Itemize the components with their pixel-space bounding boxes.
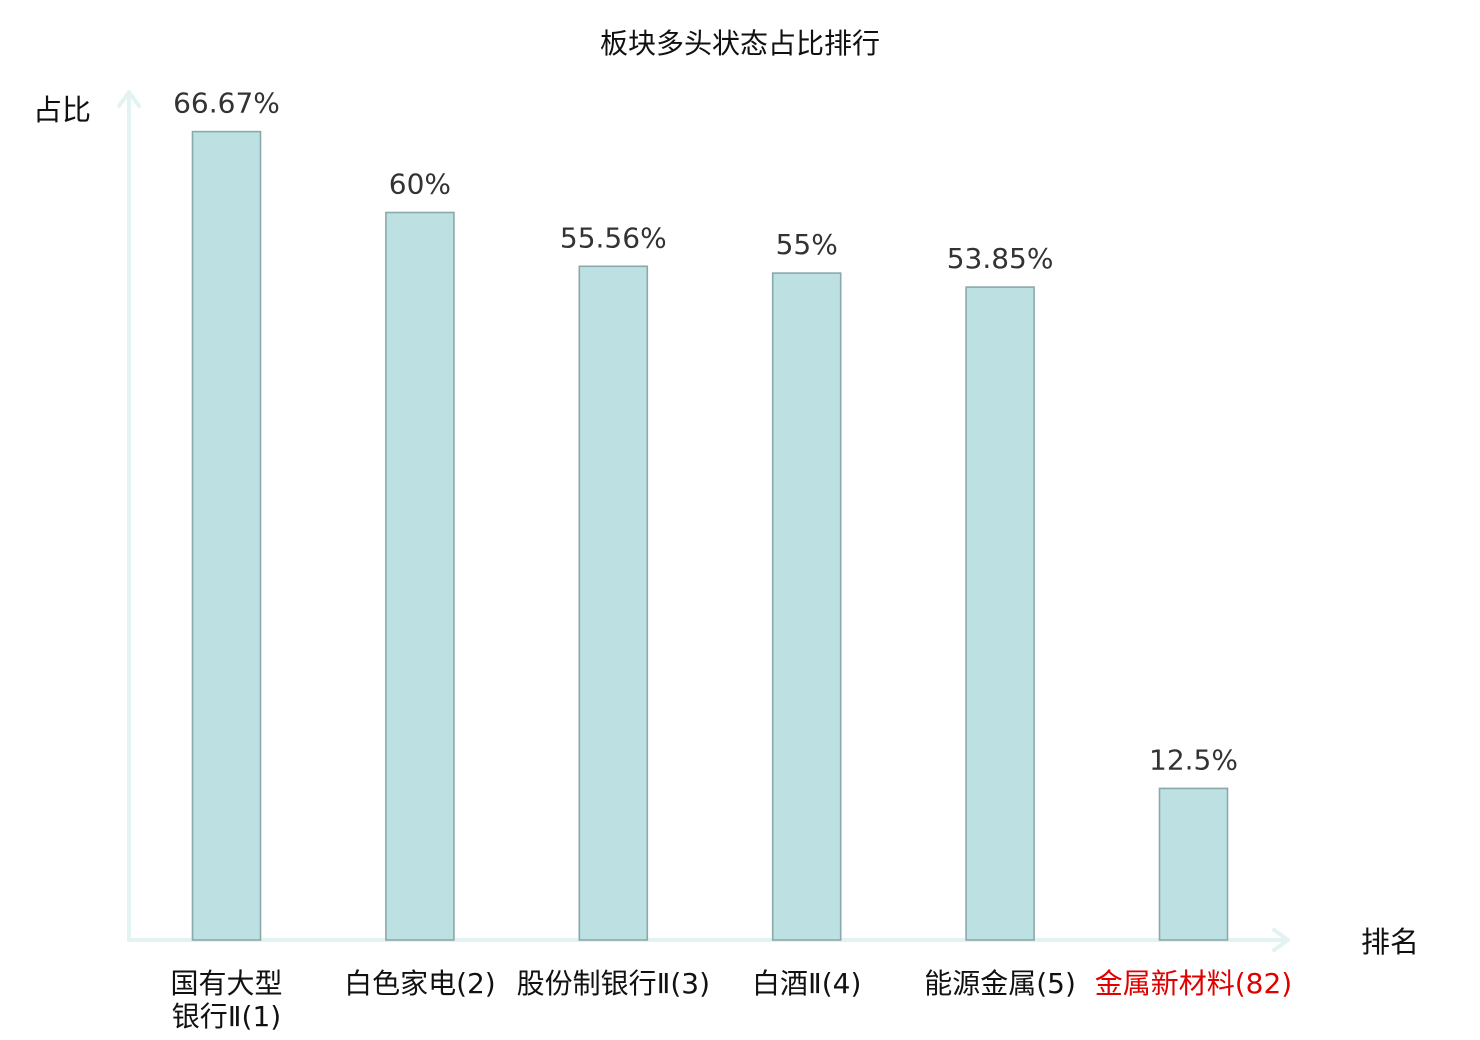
x-tick-label-4: 白酒Ⅱ(4) [752,967,861,1000]
value-label-4: 55% [776,228,838,261]
x-tick-label-6: 金属新材料(82) [1095,967,1292,1000]
bar-6[interactable] [1158,787,1229,941]
x-tick-label-2: 白色家电(2) [344,967,496,1000]
bars-group [191,130,1229,941]
value-label-1: 66.67% [173,87,280,120]
x-tick-label-1: 国有大型银行Ⅱ(1) [170,967,282,1033]
bar-3[interactable] [578,265,649,941]
value-labels-group: 66.67% 60% 55.56% 55% 53.85% 12.5% [173,87,1238,777]
value-label-2: 60% [389,168,451,201]
y-axis-label: 占比 [33,93,91,127]
bar-1[interactable] [191,130,262,941]
x-tick-label-5: 能源金属(5) [924,967,1076,1000]
tick-labels-group: 国有大型银行Ⅱ(1) 白色家电(2) 股份制银行Ⅱ(3) 白酒Ⅱ(4) 能源金属(5) 金… [170,967,1292,1033]
bar-4[interactable] [771,272,842,941]
x-tick-label-3: 股份制银行Ⅱ(3) [517,967,710,1000]
chart-title: 板块多头状态占比排行 [600,27,880,60]
value-label-5: 53.85% [947,242,1054,275]
y-axis-arrow [117,90,141,108]
x-axis-label: 排名 [1361,925,1419,959]
x-axis-arrow [1272,928,1290,952]
bar-5[interactable] [965,286,1035,941]
value-label-6: 12.5% [1149,743,1238,776]
bar-2[interactable] [385,211,455,941]
x-tick-label-line2: 银行Ⅱ(1) [172,1000,281,1033]
x-tick-label-line1: 国有大型 [170,967,282,1000]
axes [117,90,1290,952]
value-label-3: 55.56% [560,221,667,254]
